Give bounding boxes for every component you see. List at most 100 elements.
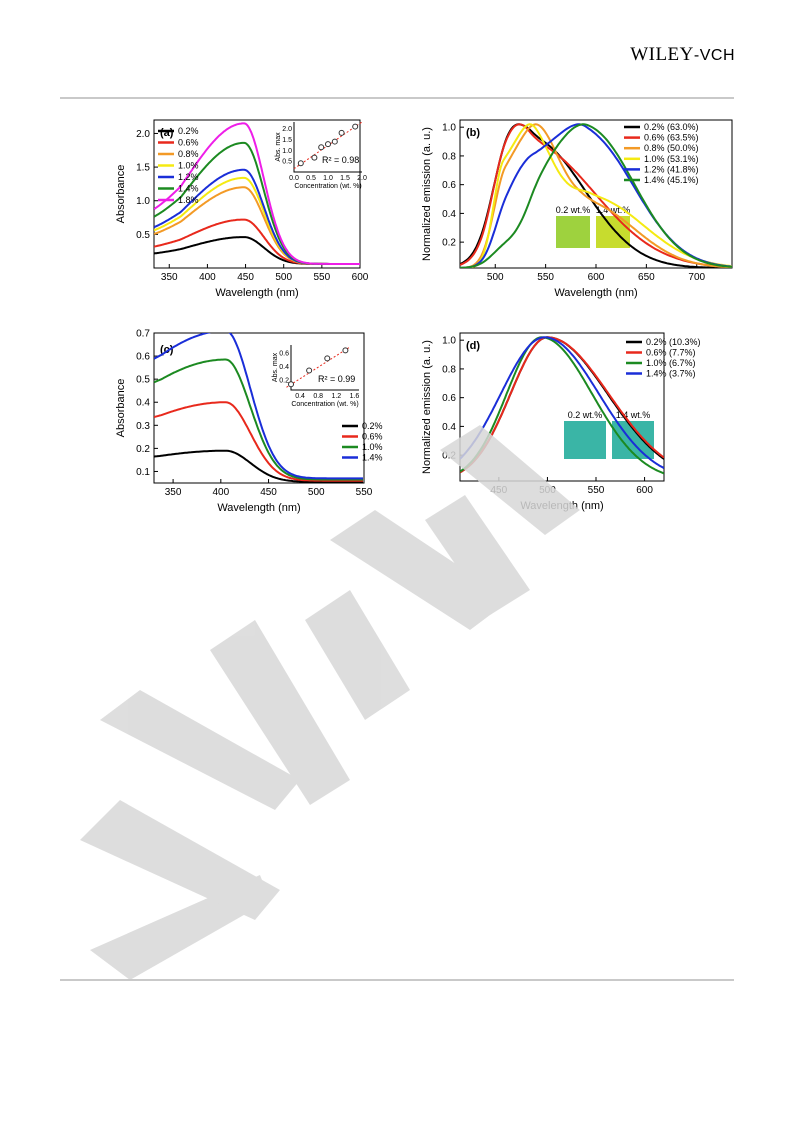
- sample-photo-label: 0.2 wt.%: [568, 410, 603, 420]
- y-tick-label: 0.2: [442, 238, 456, 249]
- logo-main: WILEY: [630, 44, 694, 65]
- x-tick-label: 550: [588, 485, 605, 496]
- inset-x-tick-label: 1.2: [331, 393, 341, 400]
- panel-label: (b): [466, 127, 480, 139]
- legend-label: 0.2%: [362, 421, 383, 431]
- sample-photo-label: 1.4 wt.%: [596, 205, 631, 215]
- legend-label: 0.6% (63.5%): [644, 133, 699, 143]
- legend-label: 1.8%: [178, 195, 199, 205]
- inset-x-tick-label: 1.0: [323, 175, 333, 182]
- x-tick-label: 600: [636, 485, 653, 496]
- x-tick-label: 550: [356, 487, 373, 498]
- sample-photo: [556, 216, 590, 248]
- y-tick-label: 0.4: [442, 422, 456, 433]
- y-tick-label: 0.4: [136, 398, 150, 409]
- x-tick-label: 600: [352, 272, 369, 283]
- x-tick-label: 550: [537, 272, 554, 283]
- inset-y-tick-label: 2.0: [282, 126, 292, 133]
- series-line: [460, 123, 732, 268]
- series-line: [460, 336, 664, 475]
- legend-label: 1.0% (53.1%): [644, 154, 699, 164]
- series-line: [154, 401, 363, 482]
- inset-fit-line: [286, 346, 351, 388]
- legend-label: 1.2%: [178, 172, 199, 182]
- legend-label: 0.6%: [178, 138, 199, 148]
- x-axis-label: Wavelength (nm): [215, 287, 298, 299]
- inset-data-point: [331, 138, 338, 145]
- sample-photo: [564, 421, 606, 459]
- figure-panel-b: 500 550 600 650 700 0.2 0.4 0.6 0.8 1.0 Wavelength…: [412, 112, 733, 299]
- legend-label: 1.4% (3.7%): [646, 369, 696, 379]
- x-tick-label: 400: [199, 272, 216, 283]
- y-tick-label: 0.5: [136, 375, 150, 386]
- x-tick-label: 350: [161, 272, 178, 283]
- series-line: [154, 449, 363, 483]
- legend-label: 1.4%: [362, 453, 383, 463]
- y-tick-label: 0.1: [136, 467, 150, 478]
- inset-x-tick-label: 0.0: [289, 175, 299, 182]
- legend-label: 1.0% (6.7%): [646, 358, 696, 368]
- inset-y-tick-label: 0.6: [279, 351, 289, 358]
- legend-label: 1.0%: [362, 442, 383, 452]
- x-tick-label: 550: [314, 272, 331, 283]
- y-tick-label: 0.8: [442, 364, 456, 375]
- logo-suffix: -VCH: [693, 47, 735, 64]
- y-tick-label: 0.3: [136, 421, 150, 432]
- series-line: [460, 336, 664, 474]
- inset-y-tick-label: 1.0: [282, 148, 292, 155]
- series-line: [460, 336, 664, 469]
- x-tick-label: 400: [212, 487, 229, 498]
- inset-data-point: [325, 141, 331, 148]
- legend-label: 0.2% (63.0%): [644, 122, 699, 132]
- y-tick-label: 0.8: [442, 151, 456, 162]
- legend-label: 0.2%: [178, 126, 199, 136]
- inset-r2-label: R² = 0.99: [318, 374, 355, 384]
- x-axis-label: Wavelength (nm): [217, 502, 300, 514]
- watermark-logo: [80, 425, 580, 980]
- inset-x-tick-label: 1.5: [340, 175, 350, 182]
- inset-data-point: [288, 381, 294, 388]
- legend-label: 1.0%: [178, 161, 199, 171]
- y-tick-label: 1.5: [136, 163, 150, 174]
- series-line: [154, 333, 363, 480]
- legend-label: 0.8%: [178, 149, 199, 159]
- plot-frame: [153, 332, 365, 484]
- x-tick-label: 650: [638, 272, 655, 283]
- chart-panel-c: 350 400 450 500 550 0.1 0.2 0.3 0.4 0.5 0.6 0.7 Wave…: [115, 329, 383, 515]
- inset-y-tick-label: 0.5: [282, 159, 292, 166]
- legend-label: 0.6% (7.7%): [646, 348, 696, 358]
- panel-label: (d): [466, 340, 480, 352]
- legend-label: 1.2% (41.8%): [644, 164, 699, 174]
- figure-panel-c: 350 400 450 500 550 0.1 0.2 0.3 0.4 0.5 0.6 0.7 Wave…: [108, 325, 383, 515]
- inset-x-tick-label: 1.6: [350, 393, 360, 400]
- legend-label: 0.6%: [362, 432, 383, 442]
- legend-label: 0.8% (50.0%): [644, 143, 699, 153]
- inset-r2-label: R² = 0.98: [322, 155, 359, 165]
- x-tick-label: 500: [308, 487, 325, 498]
- x-tick-label: 450: [260, 487, 277, 498]
- series-line: [154, 122, 360, 265]
- inset-x-tick-label: 2.0: [357, 175, 367, 182]
- inset-data-point: [352, 123, 359, 130]
- inset-y-axis-label: Abs. max: [275, 132, 282, 162]
- footer-rule: [60, 979, 734, 981]
- y-tick-label: 0.4: [442, 209, 456, 220]
- y-tick-label: 2.0: [136, 129, 150, 140]
- inset-y-tick-label: 0.2: [279, 377, 289, 384]
- y-tick-label: 0.7: [136, 329, 150, 340]
- legend-label: 0.2% (10.3%): [646, 337, 701, 347]
- inset-y-tick-label: 1.5: [282, 137, 292, 144]
- figure-panel-a: 350 400 450 500 550 600 0.5 1.0 1.5 2.0 Wavelength…: [108, 112, 369, 299]
- inset-axes: [293, 122, 362, 173]
- series-line: [154, 358, 363, 481]
- inset-x-axis-label: Concentration (wt. %): [291, 401, 358, 408]
- sample-photo-label: 1.4 wt.%: [616, 410, 651, 420]
- y-axis-label: Absorbance: [115, 379, 127, 438]
- inset-data-point: [311, 154, 318, 161]
- panel-label: (a): [160, 127, 174, 139]
- x-tick-label: 350: [165, 487, 182, 498]
- x-tick-label: 500: [487, 272, 504, 283]
- inset-data-point: [297, 160, 304, 167]
- x-tick-label: 450: [237, 272, 254, 283]
- y-tick-label: 0.6: [442, 180, 456, 191]
